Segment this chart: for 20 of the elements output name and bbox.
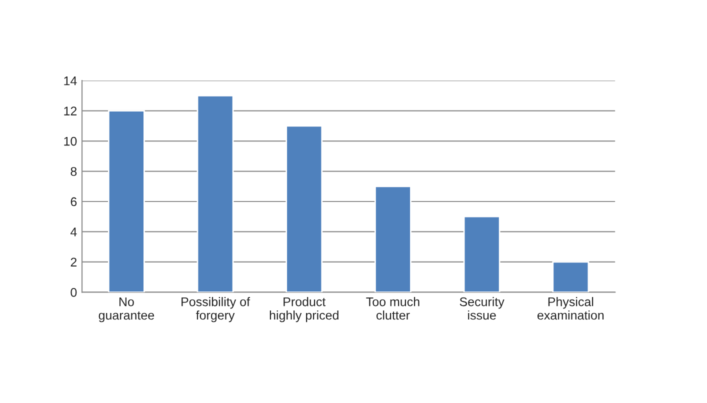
x-tick-label: No guarantee <box>98 297 154 322</box>
bar <box>374 186 412 292</box>
y-tick-label: 12 <box>64 106 77 116</box>
y-tick-label: 8 <box>70 167 77 176</box>
x-tick-label: Too much clutter <box>366 297 420 320</box>
x-tick-label: Product highly priced <box>270 297 338 322</box>
bar <box>196 95 234 292</box>
y-tick-label: 6 <box>70 197 77 206</box>
x-tick-label: Security issue <box>460 297 504 320</box>
y-tick-label: 2 <box>70 258 77 266</box>
bar <box>286 125 323 292</box>
y-tick-label: 10 <box>64 136 77 146</box>
x-tick-label: Physical examination <box>538 297 604 320</box>
bar <box>552 261 590 292</box>
bar <box>463 216 500 292</box>
x-tick-label: Possibility of forgery <box>182 297 250 322</box>
y-tick-label: 14 <box>64 76 77 86</box>
y-tick-label: 0 <box>70 288 77 297</box>
y-tick-label: 4 <box>70 228 77 236</box>
bar <box>108 110 145 292</box>
